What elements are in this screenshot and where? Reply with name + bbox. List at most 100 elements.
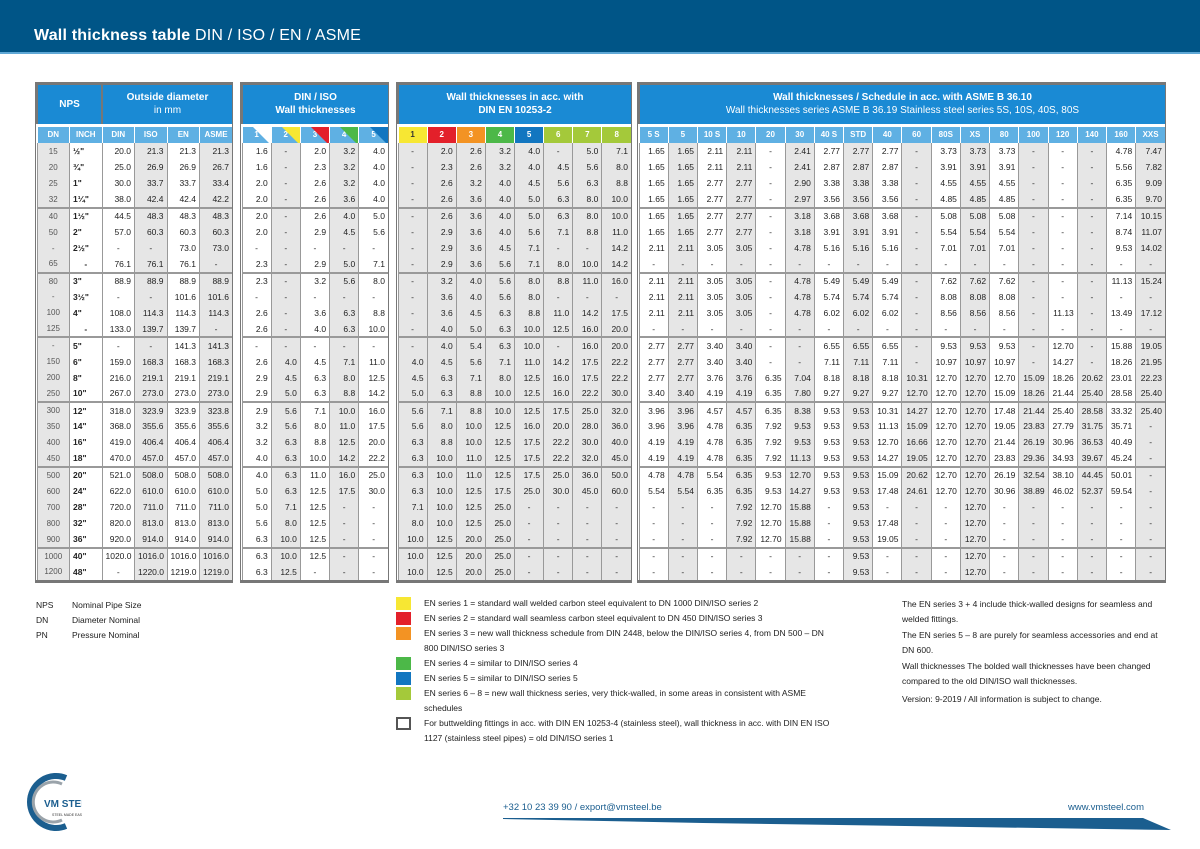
table-cell: 24" xyxy=(69,482,102,500)
table-cell: - xyxy=(755,337,786,354)
table-cell: 622.0 xyxy=(101,482,135,500)
table-cell: 10.31 xyxy=(901,369,932,386)
table-row: 7.1 10.0 12.5 25.0- - - - xyxy=(397,499,631,516)
table-cell: 9.27 xyxy=(813,385,844,404)
table-row: 3.40 3.40 4.19 4.19 6.35 7.80 9.27 9.27 9.27 12.7… xyxy=(638,385,1165,404)
table-cell: 2.77 xyxy=(813,143,844,160)
table-cell: 36.0 xyxy=(601,418,631,435)
table-cell: 159.0 xyxy=(101,353,135,370)
table-cell: 25.40 xyxy=(1047,402,1078,419)
table-cell: 11.13 xyxy=(1047,304,1078,322)
column-header: 60 xyxy=(901,125,932,143)
table-cell: 76.1 xyxy=(166,256,200,274)
table-cell: 7.1 xyxy=(601,143,631,160)
table-cell: 17.5 xyxy=(513,466,544,483)
table-cell: - xyxy=(299,563,330,581)
table-cell: 8.8 xyxy=(426,434,457,451)
table-cell: - xyxy=(755,321,786,339)
table-cell: 6.55 xyxy=(872,337,902,354)
table-cell: - xyxy=(813,563,844,581)
table-cell: 5.08 xyxy=(930,207,961,224)
table-cell: - xyxy=(989,547,1019,564)
table-cell: 12.70 xyxy=(901,385,932,404)
table-cell: 20 xyxy=(36,159,70,176)
table-cell: 521.0 xyxy=(101,466,135,483)
table-cell: 88.9 xyxy=(101,272,135,289)
table-cell: 20.0 xyxy=(358,434,388,451)
table-cell: - xyxy=(134,240,167,257)
table-row: -3.6 4.5 6.3 8.8 11.0 14.2 17.5 xyxy=(397,304,631,322)
table-row: - - -7.92 12.70 15.88-9.53 19.05- -12.70- - - - - - xyxy=(638,531,1165,549)
column-header: 100 xyxy=(1018,125,1049,143)
column-header-label: DN xyxy=(47,130,60,140)
title-rest: DIN / ISO / EN / ASME xyxy=(195,27,362,44)
table-cell: 6.3 xyxy=(329,304,359,322)
table-cell: 1.65 xyxy=(667,223,698,241)
table-cell: - xyxy=(872,547,902,564)
table-cell: 610.0 xyxy=(166,482,200,500)
table-row: 2.77 2.77 3.40 3.40- -7.11 7.11 7.11-10.97 10.9… xyxy=(638,353,1165,370)
table-cell: 10.0 xyxy=(270,547,301,564)
table-row: 300 12" 318.0 323.9 323.9 323.8 xyxy=(36,402,232,419)
table-cell: 50 xyxy=(36,223,70,241)
table-cell: 219.1 xyxy=(134,369,167,386)
table-cell: 11.0 xyxy=(455,450,486,468)
table-cell: 2.97 xyxy=(784,191,815,209)
website-link[interactable]: www.vmsteel.com xyxy=(1067,802,1144,813)
table-cell: 14.27 xyxy=(1047,353,1078,370)
table-cell: 8" xyxy=(69,369,102,386)
table-cell: - xyxy=(1105,547,1136,564)
table-cell: 4.0 xyxy=(484,207,515,224)
table-cell: 3.6 xyxy=(329,191,359,209)
table-cell: 12.5 xyxy=(329,434,359,451)
table-cell: - xyxy=(901,207,932,224)
table-cell: 65 xyxy=(36,256,70,274)
table-cell: 3.91 xyxy=(989,159,1019,176)
table-row: 3.96 3.96 4.57 4.57 6.35 8.38 9.53 9.53 10.31 14.… xyxy=(638,402,1165,419)
table-cell: 1.6 xyxy=(241,159,272,176)
table-cell: 6.3 xyxy=(484,304,515,322)
table-cell: - xyxy=(1135,256,1165,274)
table-cell: 8.0 xyxy=(484,369,515,386)
table-cell: 5.74 xyxy=(872,288,902,305)
table-cell: 12.5 xyxy=(426,547,457,564)
table-cell: 5.54 xyxy=(667,482,698,500)
table-cell: - xyxy=(543,547,573,564)
column-header-label: 10 xyxy=(736,130,746,140)
table-row: -2.6 3.6 4.0 5.0 6.3 8.0 10.0 xyxy=(397,191,631,209)
table-cell: - xyxy=(755,223,786,241)
table-row: 5.6 7.1 8.8 10.0 12.5 17.5 25.0 32.0 xyxy=(397,402,631,419)
table-row: 2.0-2.9 4.5 5.6 xyxy=(241,223,388,241)
column-header: 5 xyxy=(667,125,698,143)
table-cell: 36.0 xyxy=(572,466,602,483)
table-cell: - xyxy=(101,337,135,354)
table-cell: 14.2 xyxy=(329,450,359,468)
table-cell: 457.0 xyxy=(166,450,200,468)
table-row: 250 10" 267.0 273.0 273.0 273.0 xyxy=(36,385,232,404)
table-row: -2.9 3.6 4.0 5.6 7.1 8.8 11.0 xyxy=(397,223,631,241)
table-cell: 720.0 xyxy=(101,499,135,516)
table-cell: 4.0 xyxy=(358,143,388,160)
table-cell: 8.0 xyxy=(299,418,330,435)
table-cell: 2.87 xyxy=(843,159,873,176)
table-row: 6.3 10.0 12.5- - xyxy=(241,531,388,549)
table-cell: 3.40 xyxy=(726,353,756,370)
table-cell: - xyxy=(601,531,631,549)
contact-info[interactable]: +32 10 23 39 90 / export@vmsteel.be xyxy=(503,802,662,813)
table-cell: 34.93 xyxy=(1047,450,1078,468)
table-cell: 5.08 xyxy=(989,207,1019,224)
table-cell: 12.70 xyxy=(959,515,990,532)
table-cell: - xyxy=(299,337,330,354)
table-cell: 9.53 xyxy=(959,337,990,354)
table-row: -2.3 2.6 3.2 4.0 4.5 5.6 8.0 xyxy=(397,159,631,176)
table-cell: 22.2 xyxy=(543,450,573,468)
table-cell: 15.88 xyxy=(784,531,815,549)
table-cell: 1.6 xyxy=(241,143,272,160)
table-cell: - xyxy=(696,531,727,549)
table-cell: - xyxy=(572,288,602,305)
section-title: Outside diameter xyxy=(126,92,209,104)
table-cell: 3.05 xyxy=(696,272,727,289)
table-cell: 17.5 xyxy=(329,482,359,500)
column-header: 1 xyxy=(241,125,272,143)
table-cell: 88.9 xyxy=(199,272,232,289)
